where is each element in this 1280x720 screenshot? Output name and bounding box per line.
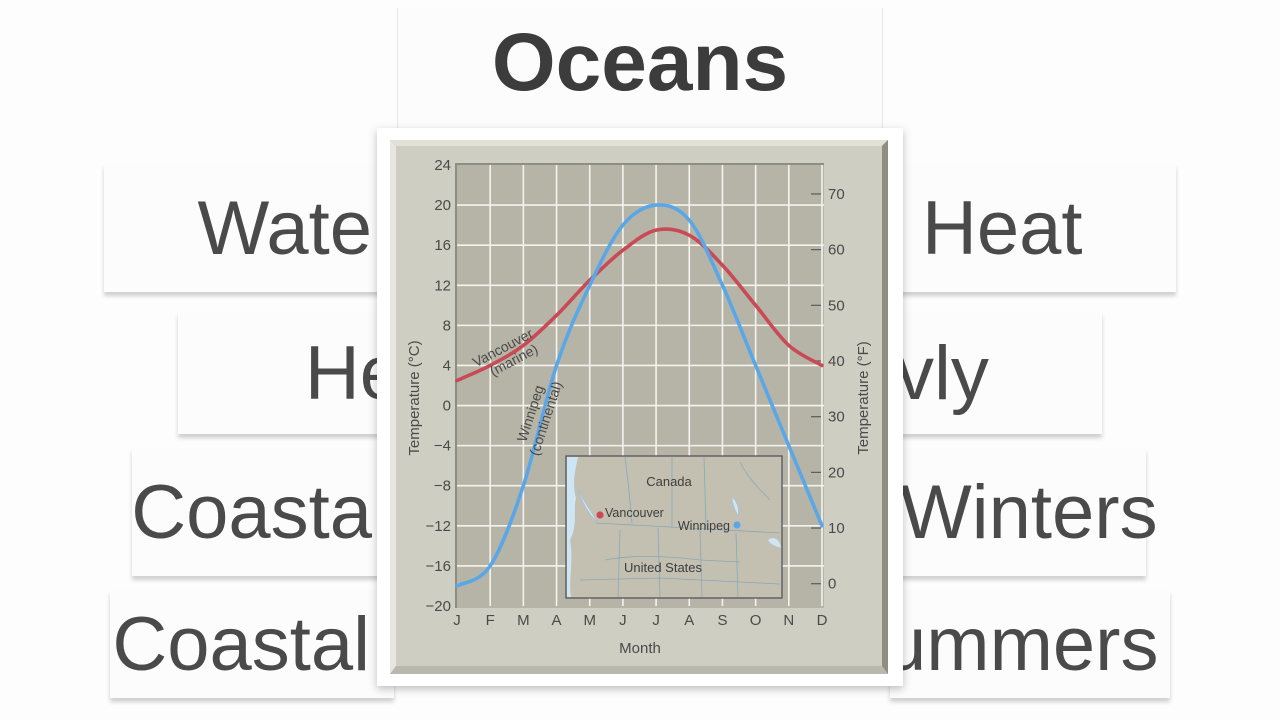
phrase-text: vly [896,330,989,416]
x-tick-label: M [517,612,530,629]
map-label-united-states: United States [624,560,703,575]
y-right-tick-label: 60 [828,242,845,259]
slide-title: Oceans [491,17,789,108]
x-tick-label: N [783,612,794,629]
y-tick-label: 24 [434,157,451,174]
y-axis-label-right: Temperature (°F) [855,341,872,455]
y-axis-left: 24 20 16 12 8 4 0 −4 −8 −12 −16 −20 [426,157,451,615]
map-island [577,489,598,523]
series-lines [455,203,824,588]
y-tick-label: 12 [434,277,451,294]
winnipeg-marker [733,521,741,529]
x-tick-label: F [486,612,495,629]
phrase-card-left-3: Coasta [131,448,394,576]
y-tick-label: −16 [426,558,451,575]
x-tick-label: D [817,612,828,629]
x-tick-label: J [453,612,461,629]
vancouver-marker [596,511,604,519]
y-right-tick-label: 70 [828,186,845,203]
x-tick-label: O [750,612,762,629]
phrase-text: ummers [884,601,1159,687]
y-tick-label: 8 [443,317,451,334]
x-tick-label: A [684,612,694,629]
bevel-right [882,140,888,674]
phrase-text: Winters [900,469,1158,555]
x-tick-label: A [552,612,562,629]
x-tick-label: S [717,612,727,629]
map-lake-winnipeg [731,496,739,517]
y-right-tick-label: 0 [828,576,836,593]
y-axis-right: 70 60 50 40 30 20 10 0 [811,186,845,593]
map-lake-superior [768,537,781,548]
map-label-winnipeg: Winnipeg [678,519,730,533]
phrase-card-right-4: ummers [884,590,1170,698]
bevel-bottom [390,666,888,674]
map-label-canada: Canada [646,474,692,489]
x-axis-label: Month [619,640,661,657]
phrase-text: Coastal [112,601,370,687]
y-tick-label: 0 [443,398,451,415]
y-right-tick-label: 10 [828,520,845,537]
map-ocean [567,457,578,597]
y-tick-label: 4 [443,357,451,374]
y-tick-label: −12 [426,518,451,535]
y-right-tick-label: 30 [828,409,845,426]
inset-map: Canada United States Vancouver Winnipeg [565,455,783,599]
y-tick-label: 20 [434,197,451,214]
winnipeg-line [455,203,824,588]
map-label-vancouver: Vancouver [605,506,664,520]
x-tick-label: J [619,612,627,629]
phrase-text: Wate [197,185,372,271]
phrase-text: Heat [922,185,1083,271]
phrase-text: Coasta [131,469,372,555]
y-right-tick-label: 50 [828,297,845,314]
x-tick-label: M [583,612,596,629]
y-right-tick-label: 20 [828,464,845,481]
map-borders [579,456,781,598]
y-tick-label: −8 [434,478,451,495]
phrase-card-left-1: Wate [104,164,394,292]
bevel-top [390,140,888,146]
vancouver-line [455,227,824,383]
title-card: Oceans [398,8,882,128]
y-tick-label: −4 [434,438,451,455]
y-axis-label-left: Temperature (°C) [406,340,423,455]
phrase-card-right-3: Winters [890,448,1158,576]
x-tick-label: J [652,612,660,629]
bevel-left [390,140,396,674]
phrase-card-left-4: Coastal [110,590,394,698]
y-tick-label: 16 [434,237,451,254]
y-right-tick-label: 40 [828,353,845,370]
phrase-card-right-1: Heat [890,164,1176,292]
phrase-card-right-2: vly [890,312,1102,434]
y-tick-label: −20 [426,598,451,615]
